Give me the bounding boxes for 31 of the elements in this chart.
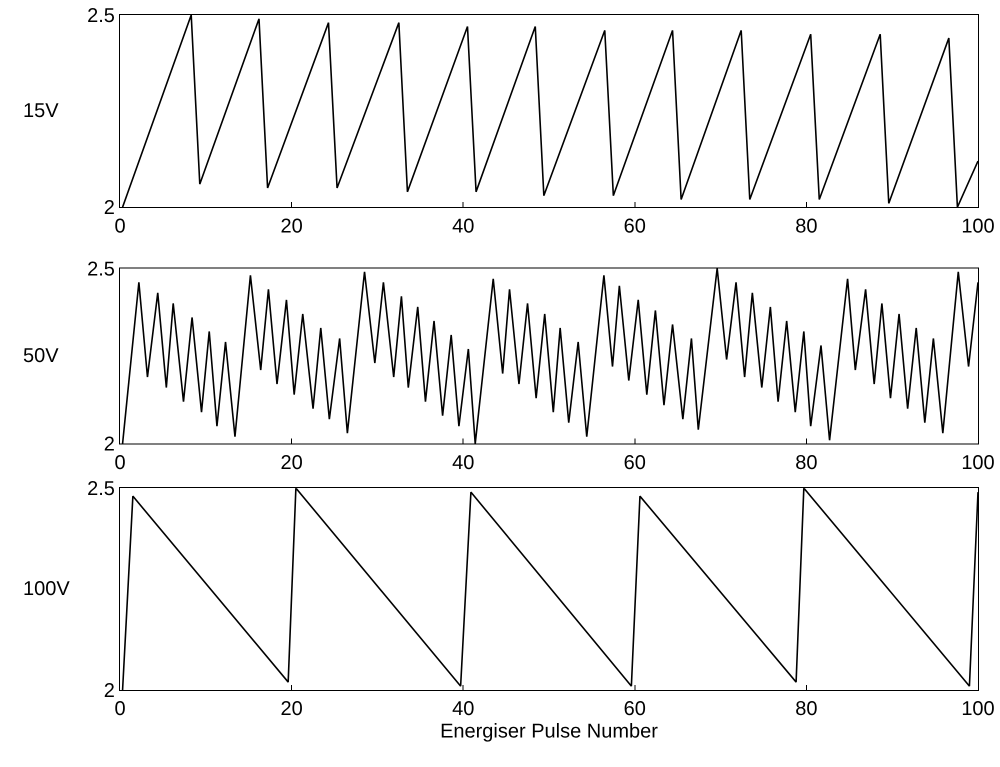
x-tick-label: 40: [452, 452, 474, 474]
line-series: [122, 15, 978, 208]
x-tick-label: 100: [961, 452, 995, 474]
x-tick-label: 80: [795, 698, 818, 720]
y-tick-label: 2.5: [87, 258, 115, 280]
y-tick-label: 2.5: [87, 478, 115, 500]
x-tick-label: 60: [624, 215, 646, 238]
x-tick-label: 40: [452, 698, 474, 720]
x-tick-label: 0: [114, 452, 126, 474]
x-tick-label: 20: [280, 215, 303, 238]
y-tick-label: 2: [104, 680, 115, 702]
x-tick-label: 0: [114, 698, 126, 720]
x-tick-label: 60: [624, 452, 646, 474]
y-tick-label: 2: [104, 434, 115, 456]
y-tick-label: 2: [104, 197, 115, 220]
x-tick-label: 80: [795, 215, 818, 238]
y-axis-title: 100V: [23, 578, 70, 600]
x-tick-label: 0: [114, 215, 126, 238]
x-tick-label: 20: [280, 698, 303, 720]
x-tick-label: 20: [280, 452, 303, 474]
x-tick-label: 80: [795, 452, 818, 474]
x-tick-label: 100: [961, 698, 995, 720]
x-tick-label: 60: [624, 698, 646, 720]
y-axis-title: 15V: [23, 100, 60, 122]
line-series: [122, 488, 978, 690]
x-tick-label: 100: [961, 215, 995, 238]
x-tick-label: 40: [452, 215, 474, 238]
y-axis-title: 50V: [23, 345, 60, 367]
x-axis-title: Energiser Pulse Number: [440, 720, 658, 743]
line-series: [122, 268, 978, 444]
y-tick-label: 2.5: [87, 5, 115, 27]
